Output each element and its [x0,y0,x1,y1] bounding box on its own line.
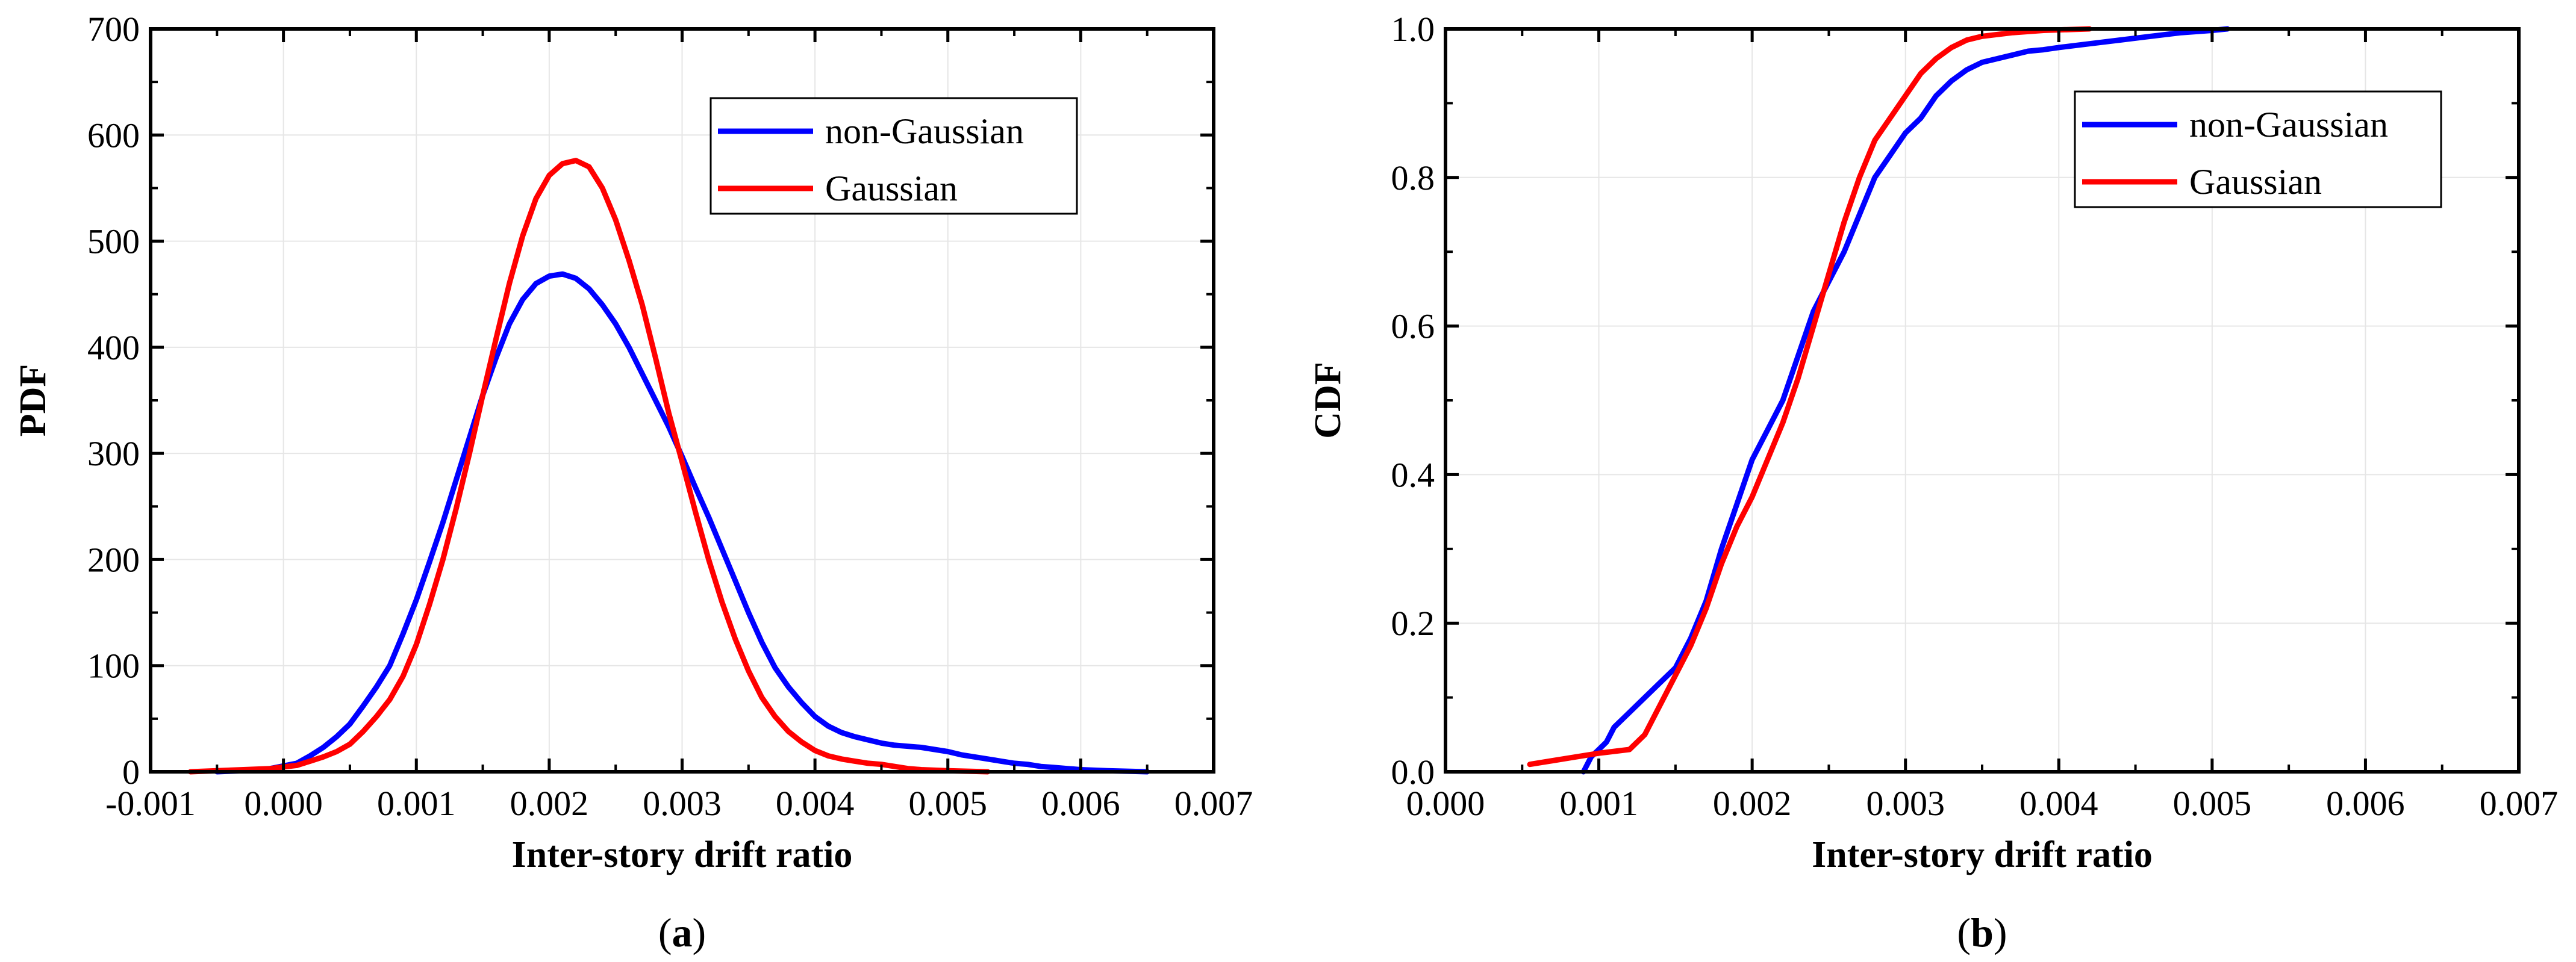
panel-b-y-tick-label: 0.4 [1391,455,1435,494]
panel-b-y-tick-label: 0.8 [1391,158,1435,197]
panel-a-legend-label-gaussian: Gaussian [825,169,958,208]
panel-a-x-tick-label: 0.006 [1041,784,1120,823]
panel-b-x-tick-label: 0.000 [1406,784,1485,823]
panel-a-x-axis-title: Inter-story drift ratio [512,834,853,875]
panel-a-label-open: ( [658,910,672,955]
panel-a-y-axis-title: PDF [13,364,54,437]
panel-b-x-axis-title: Inter-story drift ratio [1812,834,2153,875]
panel-a-x-tick-label: 0.005 [909,784,988,823]
panel-a-x-tick-label: 0.001 [377,784,456,823]
panel-a-legend-label-non-gaussian: non-Gaussian [825,111,1024,151]
panel-a-x-tick-label: 0.007 [1174,784,1253,823]
panel-b-x-tick-label: 0.005 [2173,784,2252,823]
panel-a-label-letter: a [672,910,693,955]
panel-b-ticks: 0.000 0.001 0.002 0.003 0.004 0.005 0.006 0.007… [1391,10,2559,823]
panel-a-pdf-chart: -0.001 0.000 0.001 0.002 0.003 0.004 0.005 0.00… [13,10,1253,955]
panel-b-label-letter: b [1971,910,1994,955]
panel-b-x-tick-label: 0.001 [1559,784,1638,823]
panel-b-cdf-chart: 0.000 0.001 0.002 0.003 0.004 0.005 0.006 0.007… [1308,10,2558,955]
panel-b-series-gaussian [1527,26,2092,768]
panel-a-x-tick-label: -0.001 [105,784,196,823]
panel-b-label: (b) [1957,910,2007,955]
panel-a-x-tick-label: 0.003 [643,784,722,823]
panel-a-x-tick-label: 0.000 [244,784,323,823]
panel-a-x-tick-label: 0.002 [510,784,589,823]
panel-a-label-close: ) [693,910,706,955]
panel-b-y-tick-label: 0.2 [1391,604,1435,643]
panel-b-series-non-gaussian [1580,26,2230,775]
panel-a-y-tick-label: 100 [87,647,140,686]
panel-a-y-tick-label: 500 [87,222,140,261]
panel-a-y-tick-label: 400 [87,328,140,367]
panel-b-legend-label-non-gaussian: non-Gaussian [2189,105,2388,144]
panel-b-legend: non-Gaussian Gaussian [2074,90,2442,208]
panel-a-x-tick-label: 0.004 [776,784,855,823]
panel-a-y-tick-label: 300 [87,434,140,473]
panel-b-y-tick-label: 0.0 [1391,753,1435,792]
panel-b-legend-box [2074,90,2442,208]
panel-a-series [187,158,1150,775]
panel-a-y-tick-label: 0 [122,753,140,792]
panel-b-x-tick-label: 0.003 [1866,784,1945,823]
panel-a-series-gaussian [187,158,991,775]
panel-b-x-tick-label: 0.002 [1713,784,1792,823]
panel-b-label-open: ( [1957,910,1971,955]
panel-b-x-tick-label: 0.007 [2480,784,2559,823]
panel-b-y-tick-label: 0.6 [1391,307,1435,346]
panel-a-y-tick-label: 600 [87,116,140,155]
panel-a-label: (a) [658,910,706,955]
panel-a-y-tick-label: 200 [87,540,140,579]
panel-b-x-tick-label: 0.004 [2019,784,2098,823]
panel-a-ticks: -0.001 0.000 0.001 0.002 0.003 0.004 0.005 0.00… [87,10,1253,823]
panel-a-legend: non-Gaussian Gaussian [709,97,1078,215]
panel-b-y-axis-title: CDF [1308,362,1349,438]
panel-b-y-tick-label: 1.0 [1391,10,1435,49]
panel-a-y-tick-label: 700 [87,10,140,49]
panel-b-x-tick-label: 0.006 [2326,784,2405,823]
panel-a-legend-box [709,97,1078,215]
panel-b-legend-label-gaussian: Gaussian [2189,162,2322,202]
panel-b-series [1527,26,2230,775]
panel-b-label-close: ) [1994,910,2007,955]
